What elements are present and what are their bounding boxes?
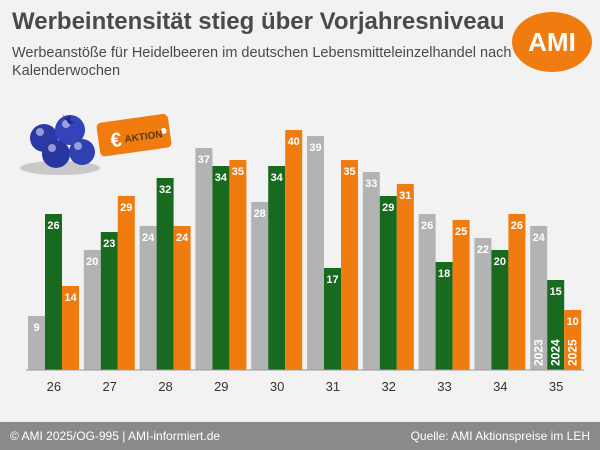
bar-value-label: 20	[494, 256, 506, 268]
x-tick-label: 28	[158, 379, 172, 394]
bar-2025-kw27	[117, 196, 135, 370]
bar-value-label: 26	[511, 220, 523, 232]
bar-value-label: 31	[399, 190, 411, 202]
bar-2023-kw33	[418, 214, 436, 370]
x-tick-label: 30	[270, 379, 284, 394]
aktion-euro-symbol: €	[109, 129, 123, 152]
bar-2024-kw33	[435, 262, 453, 370]
bar-2024-kw35	[547, 280, 565, 370]
bar-value-label: 22	[477, 244, 489, 256]
bar-2023-kw35	[530, 226, 548, 370]
x-tick-labels: 26 27 28 29 30 31 32 33 34 35	[47, 379, 564, 394]
bar-value-label: 14	[64, 292, 77, 304]
blueberry-icon	[20, 114, 100, 175]
x-tick-label: 29	[214, 379, 228, 394]
x-tick-label: 32	[381, 379, 395, 394]
legend-label-2023: 2023	[532, 339, 546, 366]
bar-2024-kw29	[212, 166, 230, 370]
bar-2024-kw34	[491, 250, 509, 370]
bar-value-label: 40	[288, 136, 300, 148]
x-tick-label: 27	[102, 379, 116, 394]
x-tick-label: 33	[437, 379, 451, 394]
bar-value-label: 35	[343, 166, 355, 178]
bar-value-label: 9	[33, 322, 39, 334]
bar-value-label: 25	[455, 226, 467, 238]
bar-2025-kw32	[396, 184, 414, 370]
bar-value-label: 24	[533, 232, 546, 244]
bar-value-label: 15	[550, 286, 562, 298]
bar-2023-kw30	[251, 202, 269, 370]
bar-2025-kw35	[564, 310, 582, 370]
bar-2024-kw30	[268, 166, 286, 370]
bar-2023-kw29	[195, 148, 213, 370]
footer-copyright: © AMI 2025/OG-995 | AMI-informiert.de	[10, 429, 221, 443]
x-tick-label: 35	[549, 379, 563, 394]
footer-source: Quelle: AMI Aktionspreise im LEH	[410, 429, 590, 443]
bar-value-label: 39	[309, 142, 321, 154]
bar-2024-kw27	[100, 232, 118, 370]
bar-value-label: 29	[120, 202, 132, 214]
bar-value-label: 28	[254, 208, 266, 220]
bar-2024-kw26	[45, 214, 62, 370]
bar-2023-kw32	[362, 172, 380, 370]
x-tick-label: 31	[326, 379, 340, 394]
legend-label-2025: 2025	[566, 339, 580, 366]
bar-2024-kw31	[324, 268, 341, 370]
bar-value-label: 34	[215, 172, 228, 184]
bar-value-label: 32	[159, 184, 171, 196]
bar-2024-kw28	[156, 178, 174, 370]
bar-2025-kw29	[229, 160, 247, 370]
bar-value-label: 20	[86, 256, 98, 268]
bar-value-label: 23	[103, 238, 115, 250]
bar-value-label: 24	[142, 232, 155, 244]
aktion-label: AKTION	[124, 129, 164, 145]
bar-value-label: 34	[271, 172, 284, 184]
footer-bar: © AMI 2025/OG-995 | AMI-informiert.de Qu…	[0, 422, 600, 450]
bar-2025-kw30	[285, 130, 303, 370]
bar-2023-kw27	[83, 250, 101, 370]
bar-value-label: 37	[198, 154, 210, 166]
bar-value-label: 24	[176, 232, 189, 244]
bar-value-label: 18	[438, 268, 450, 280]
bar-value-label: 10	[567, 316, 579, 328]
bar-2023-kw26	[28, 316, 45, 370]
aktion-tag-icon: € AKTION	[96, 113, 172, 157]
bar-value-label: 26	[47, 220, 59, 232]
bar-2024-kw32	[379, 196, 397, 370]
bar-2025-kw33	[452, 220, 470, 370]
bar-value-label: 29	[382, 202, 394, 214]
bar-value-label: 35	[232, 166, 244, 178]
bar-2025-kw28	[173, 226, 191, 370]
bar-2023-kw34	[474, 238, 492, 370]
chart-subtitle: Werbeanstöße für Heidelbeeren im deutsch…	[12, 45, 512, 79]
bar-2023-kw28	[139, 226, 157, 370]
bar-value-label: 26	[421, 220, 433, 232]
bar-value-label: 33	[365, 178, 377, 190]
x-tick-label: 34	[493, 379, 507, 394]
chart-title: Werbeintensität stieg über Vorjahresnive…	[12, 8, 505, 35]
legend-label-2024: 2024	[549, 339, 563, 366]
bar-2025-kw34	[508, 214, 526, 370]
bar-2025-kw26	[62, 286, 79, 370]
bar-2025-kw31	[341, 160, 358, 370]
x-tick-label: 26	[47, 379, 61, 394]
bar-value-label: 17	[326, 274, 338, 286]
ami-logo: AMI	[512, 12, 592, 72]
bar-2023-kw31	[307, 136, 324, 370]
